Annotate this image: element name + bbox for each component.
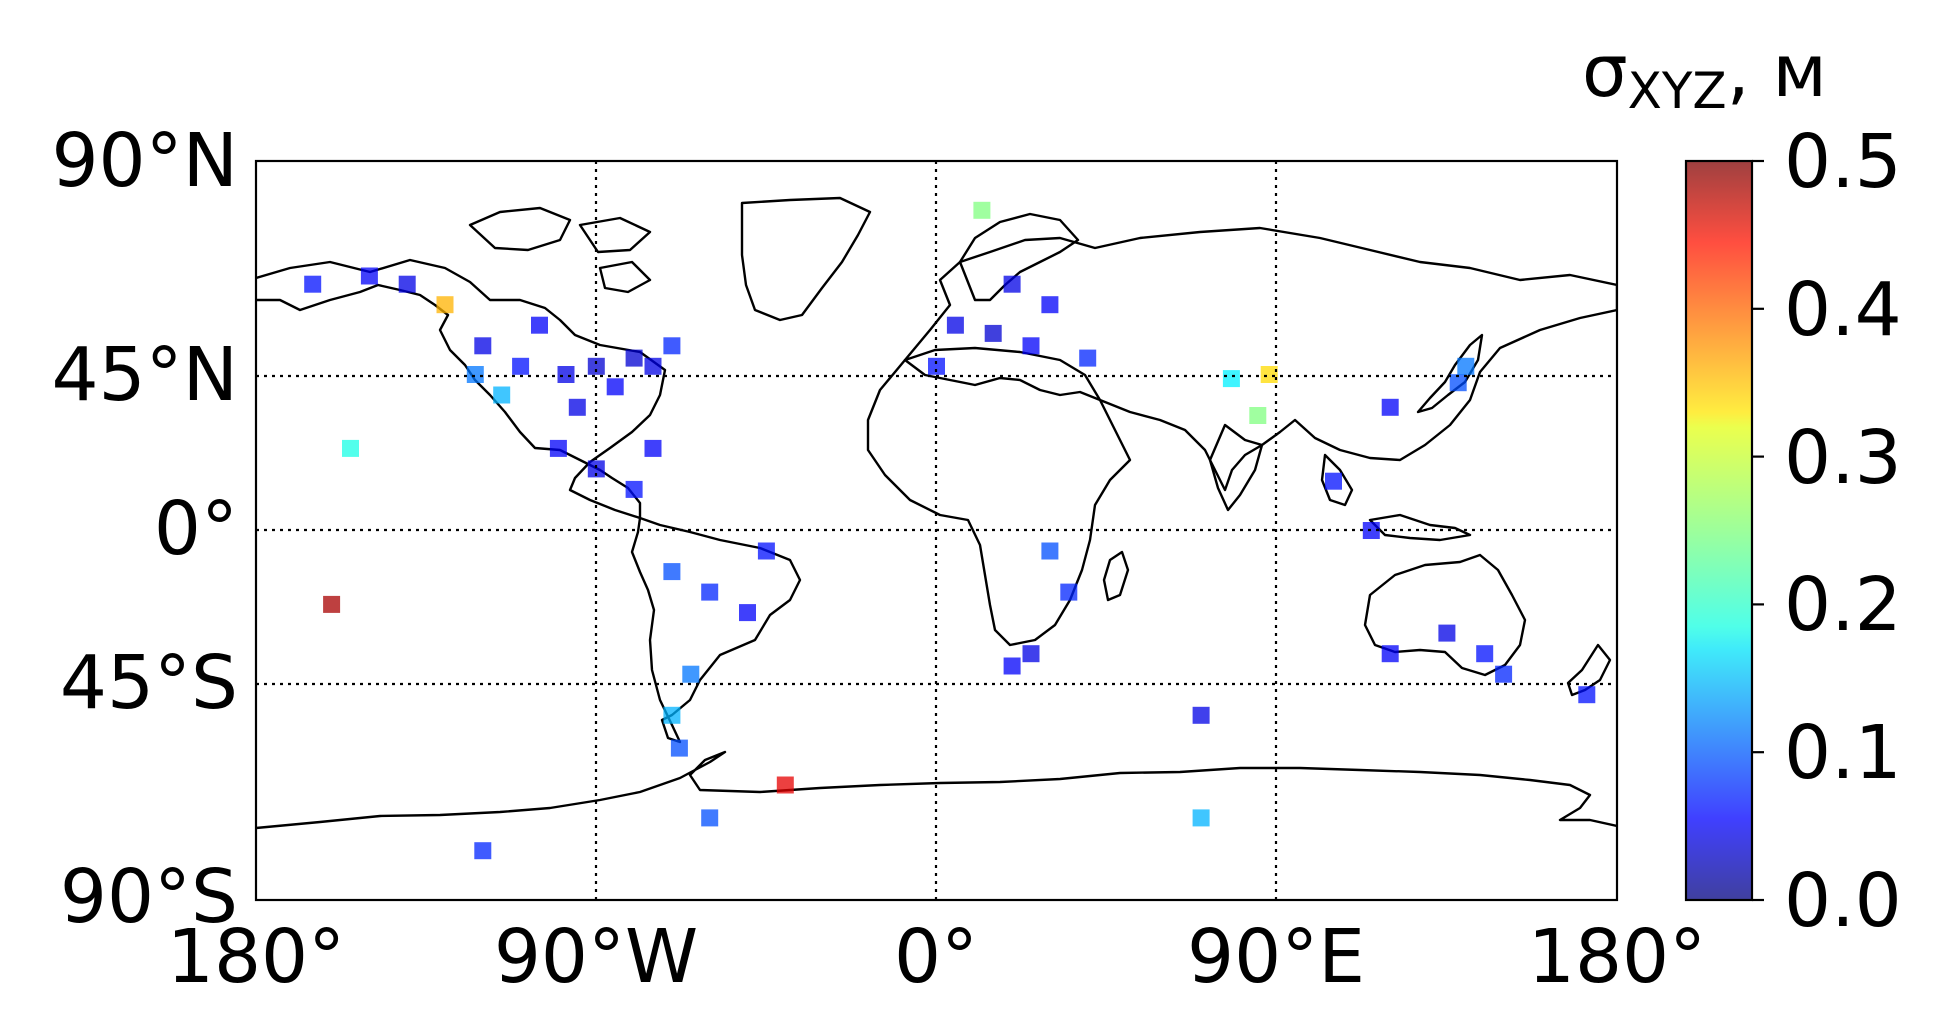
station-marker-56 — [1192, 809, 1210, 827]
colorbar-tick-0-5: 0.5 — [1784, 119, 1902, 205]
colorbar-tick-0-4: 0.4 — [1784, 267, 1902, 353]
colorbar-title-subscript: XYZ — [1628, 62, 1727, 120]
colorbar-tick-0-1: 0.1 — [1784, 710, 1902, 796]
map-gridlines — [256, 161, 1617, 900]
station-marker-25 — [663, 706, 681, 724]
station-marker-58 — [701, 809, 719, 827]
station-marker-53 — [776, 776, 794, 794]
station-marker-33 — [1041, 296, 1059, 314]
station-marker-34 — [973, 201, 991, 219]
latitude-labels: 90°N 45°N 0° 45°S 90°S — [51, 118, 238, 940]
station-marker-22 — [701, 583, 719, 601]
lon-label-90e: 90°E — [1187, 914, 1365, 1000]
station-marker-55 — [1192, 706, 1210, 724]
station-marker-5 — [466, 366, 484, 383]
station-marker-7 — [531, 316, 548, 334]
coastline-africa — [866, 346, 1132, 647]
lon-label-90w: 90°W — [494, 914, 698, 1000]
colorbar-tick-labels: 0.0 0.1 0.2 0.3 0.4 0.5 — [1784, 119, 1902, 944]
station-marker-9 — [625, 349, 643, 367]
station-marker-57 — [474, 842, 492, 860]
station-marker-4 — [474, 337, 492, 355]
station-marker-50 — [1381, 645, 1399, 663]
station-marker-38 — [1022, 645, 1040, 663]
station-marker-49 — [1476, 645, 1494, 663]
station-marker-41 — [1260, 366, 1278, 383]
station-marker-32 — [1003, 275, 1021, 293]
station-marker-44 — [1449, 374, 1467, 392]
colorbar-title-unit: , м — [1727, 29, 1827, 113]
colorbar-title-symbol: σ — [1582, 29, 1628, 113]
lat-label-90n: 90°N — [51, 118, 238, 204]
station-marker-19 — [436, 296, 454, 314]
station-marker-15 — [644, 439, 662, 457]
station-marker-36 — [1041, 542, 1059, 560]
coastline-eurasia — [903, 226, 1617, 492]
station-marker-3 — [512, 357, 530, 375]
station-marker-42 — [1222, 370, 1240, 388]
station-marker-20 — [342, 439, 359, 457]
station-marker-28 — [946, 316, 964, 334]
colorbar: 0.0 0.1 0.2 0.3 0.4 0.5 σXYZ, м — [1582, 29, 1902, 944]
station-marker-39 — [1003, 657, 1021, 675]
coastline-scandinavia — [958, 212, 1080, 302]
station-marker-40 — [1249, 407, 1267, 424]
station-marker-18 — [304, 275, 322, 293]
station-marker-23 — [739, 604, 756, 622]
station-marker-43 — [1381, 398, 1399, 416]
station-marker-27 — [757, 542, 775, 560]
coastline-antarctica — [256, 750, 1617, 830]
lon-label-180w: 180° — [167, 914, 345, 1000]
station-marker-17 — [398, 275, 416, 293]
station-marker-45 — [1457, 357, 1475, 375]
station-markers — [304, 201, 1596, 860]
station-marker-10 — [644, 357, 662, 375]
colorbar-gradient — [1684, 159, 1754, 902]
station-marker-26 — [670, 739, 688, 757]
station-marker-24 — [682, 665, 700, 683]
station-marker-31 — [928, 357, 945, 375]
station-marker-46 — [1325, 472, 1342, 490]
station-marker-14 — [625, 480, 643, 498]
station-marker-11 — [663, 337, 681, 355]
station-marker-0 — [557, 366, 575, 383]
lat-label-0: 0° — [154, 486, 238, 572]
colorbar-tick-0-0: 0.0 — [1784, 858, 1902, 944]
coastline-canadian-arctic — [468, 206, 652, 294]
station-marker-30 — [1022, 337, 1040, 355]
station-marker-48 — [1438, 624, 1456, 642]
coastline-madagascar — [1102, 550, 1130, 602]
station-marker-13 — [587, 460, 605, 478]
colorbar-tick-0-2: 0.2 — [1784, 562, 1902, 648]
lat-label-45n: 45°N — [51, 332, 238, 418]
colorbar-title: σXYZ, м — [1582, 29, 1827, 120]
colorbar-ticks — [1752, 159, 1764, 902]
lon-label-180e: 180° — [1528, 914, 1706, 1000]
station-marker-54 — [323, 595, 341, 613]
lat-label-45s: 45°S — [60, 640, 238, 726]
map-frame — [254, 159, 1619, 902]
colorbar-tick-0-3: 0.3 — [1784, 415, 1902, 501]
station-marker-35 — [1079, 349, 1097, 367]
station-marker-8 — [568, 398, 586, 416]
station-marker-2 — [606, 378, 624, 396]
longitude-labels: 180° 90°W 0° 90°E 180° — [167, 914, 1706, 1000]
station-marker-51 — [1495, 665, 1513, 683]
station-marker-47 — [1362, 522, 1380, 539]
coastline-japan — [1416, 333, 1484, 414]
lon-label-0: 0° — [894, 914, 978, 1000]
station-marker-21 — [663, 563, 681, 581]
coastline-greenland — [740, 196, 872, 322]
station-marker-6 — [493, 386, 511, 404]
station-marker-1 — [587, 357, 605, 375]
station-marker-16 — [360, 267, 378, 285]
station-marker-37 — [1060, 583, 1078, 601]
station-marker-12 — [549, 439, 567, 457]
coastline-india — [1208, 423, 1264, 512]
station-marker-52 — [1578, 686, 1596, 704]
station-marker-29 — [984, 324, 1002, 342]
lat-label-90s: 90°S — [60, 854, 238, 940]
coastline-southeast-asia — [1320, 453, 1472, 542]
